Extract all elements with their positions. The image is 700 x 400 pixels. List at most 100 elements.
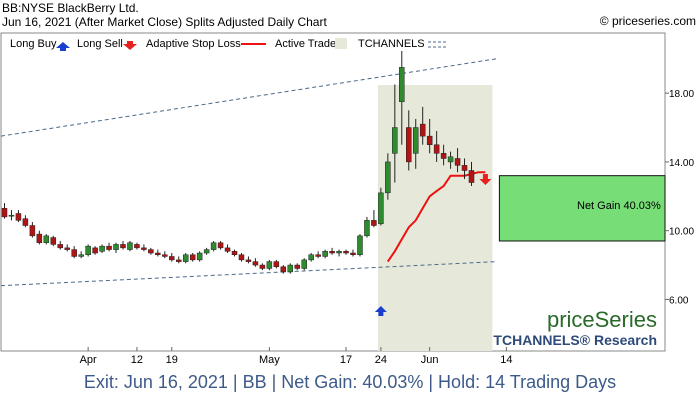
candle [399, 41, 405, 145]
candle-body [50, 237, 57, 245]
candle-body [78, 254, 84, 257]
candle [245, 256, 252, 264]
candle [273, 259, 280, 269]
candle [50, 235, 57, 247]
candle [392, 84, 398, 183]
x-axis-tick-label: Apr [80, 354, 97, 366]
trade-summary-footer: Exit: Jun 16, 2021 | BB | Net Gain: 40.0… [83, 372, 617, 392]
candle [301, 258, 307, 271]
candle-body [22, 218, 29, 226]
candle [78, 251, 84, 259]
candle [189, 253, 196, 262]
candle [447, 151, 454, 169]
candle [43, 234, 50, 245]
candle [357, 234, 363, 257]
candle-body [419, 123, 426, 137]
candle-body [252, 261, 259, 266]
candle [15, 210, 22, 223]
candle [162, 251, 168, 259]
candle [440, 144, 447, 166]
candle-body [141, 247, 147, 250]
active-trade-swatch [335, 38, 347, 49]
candle [36, 230, 43, 245]
candle-body [224, 247, 231, 252]
watermark-sub: TCHANNELS® Research [493, 332, 657, 348]
candle-body [364, 220, 370, 237]
candle-body [350, 252, 356, 255]
legend-adaptive-stop-loss: Adaptive Stop Loss [146, 38, 241, 50]
candle [468, 161, 475, 186]
candle-body [273, 261, 280, 268]
candle [461, 158, 468, 180]
candle [280, 265, 287, 274]
candle-body [385, 161, 391, 194]
candle [169, 253, 175, 262]
candle-body [322, 251, 328, 257]
candle [406, 110, 412, 171]
candle [196, 251, 203, 262]
candle-body [399, 67, 405, 103]
candle [343, 249, 349, 255]
candle-body [231, 251, 238, 255]
candle [385, 153, 391, 200]
candle [182, 253, 189, 264]
chart-symbol-title: BB:NYSE BlackBerry Ltd. [2, 1, 139, 15]
candle-body [336, 251, 342, 254]
candle-body [64, 247, 70, 250]
candle-body [8, 214, 15, 217]
candle-body [176, 259, 182, 262]
candle [57, 240, 64, 250]
candle [99, 244, 105, 254]
chart-date-subtitle: Jun 16, 2021 (After Market Close) Splits… [2, 15, 327, 29]
candle-body [461, 165, 468, 171]
candle [231, 249, 238, 257]
candle-body [378, 192, 384, 225]
candle [252, 258, 259, 267]
legend-long-sell: Long Sell [77, 38, 123, 50]
candle [294, 263, 300, 271]
candle [308, 253, 314, 262]
y-axis-tick-label: 6.00 [669, 295, 689, 306]
candle [322, 249, 328, 259]
candle-body [266, 261, 273, 269]
candle-body [392, 127, 398, 154]
candle-body [92, 247, 98, 254]
candle [217, 240, 224, 250]
net-gain-box [498, 175, 666, 242]
candle-body [308, 254, 314, 261]
candle-body [127, 242, 133, 250]
candle-body [371, 220, 377, 226]
x-axis-tick-label: 19 [166, 354, 178, 366]
legend-active-trade: Active Trade [275, 38, 336, 50]
long-sell-arrow-icon [479, 174, 492, 185]
long-buy-arrow-icon [374, 306, 387, 316]
x-axis-tick-label: 12 [131, 354, 143, 366]
x-axis-tick-label: 14 [500, 354, 512, 366]
candle [433, 130, 440, 162]
candle [134, 242, 140, 250]
candle-body [433, 144, 440, 154]
candle-body [280, 266, 287, 273]
candle-body [315, 254, 321, 257]
legend-long-buy: Long Buy [10, 38, 57, 50]
candle-body [447, 156, 454, 163]
candle-body [196, 252, 203, 261]
candle-body [440, 153, 447, 159]
candle [203, 247, 210, 255]
chart-legend: Long Buy Long Sell Adaptive Stop Loss Ac… [2, 34, 462, 51]
candle-body [43, 235, 50, 243]
candle-body [329, 251, 335, 254]
candle-body [287, 264, 294, 273]
y-axis-tick-label: 14.00 [669, 158, 694, 169]
candle [210, 240, 217, 252]
candle [238, 253, 245, 262]
candle-body [189, 254, 196, 261]
candle [106, 242, 112, 252]
candle [224, 244, 231, 254]
candle-body [99, 245, 105, 252]
candle [350, 249, 356, 257]
candle [1, 203, 8, 219]
candle [259, 263, 266, 271]
y-axis-tick-label: 10.00 [669, 227, 694, 238]
